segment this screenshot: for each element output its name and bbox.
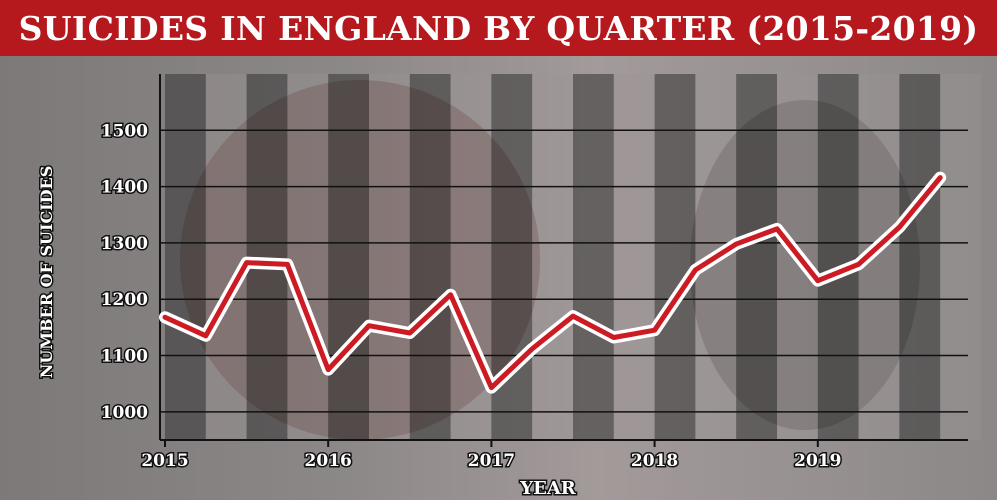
band-dark xyxy=(328,74,369,440)
column-bands xyxy=(165,74,981,440)
data-point xyxy=(203,333,208,338)
chart-title: SUICIDES IN ENGLAND BY QUARTER (2015-201… xyxy=(18,8,979,48)
band-dark xyxy=(817,74,859,440)
data-point xyxy=(897,225,902,230)
x-tick-labels: 2015 2016 2017 2018 2019 xyxy=(140,450,843,473)
title-bar: SUICIDES IN ENGLAND BY QUARTER (2015-201… xyxy=(0,0,997,56)
data-point xyxy=(693,267,698,272)
x-tick-label: 2015 xyxy=(141,451,188,471)
y-tick-label: 1200 xyxy=(101,290,148,310)
data-point xyxy=(326,367,331,372)
band-dark xyxy=(654,74,696,440)
data-point xyxy=(489,385,494,390)
axes xyxy=(159,74,968,447)
x-tick-label: 2019 xyxy=(794,451,841,471)
band-light xyxy=(369,74,410,440)
band-light xyxy=(940,74,981,440)
data-point xyxy=(938,175,943,180)
gridlines xyxy=(160,129,968,413)
band-light xyxy=(613,74,655,440)
x-tick-label: 2016 xyxy=(305,451,352,471)
data-point xyxy=(856,262,861,267)
band-dark xyxy=(736,74,777,440)
band-light xyxy=(532,74,573,440)
data-point xyxy=(367,323,371,328)
data-point xyxy=(775,226,779,231)
x-axis-label: YEAR xyxy=(519,478,577,499)
series-line xyxy=(162,175,943,391)
band-dark xyxy=(573,74,614,440)
data-point xyxy=(652,328,657,333)
data-point xyxy=(530,346,535,351)
data-point xyxy=(244,260,249,265)
data-point xyxy=(571,314,575,319)
data-point xyxy=(407,331,412,336)
y-tick-label: 1400 xyxy=(101,178,148,198)
y-tick-label: 1300 xyxy=(101,234,148,254)
y-tick-label: 1000 xyxy=(101,403,148,423)
data-point xyxy=(285,262,290,267)
data-point xyxy=(815,278,820,283)
y-tick-label: 1100 xyxy=(101,347,148,367)
band-dark xyxy=(165,74,206,440)
data-point xyxy=(163,315,167,320)
band-light xyxy=(287,74,329,440)
x-tick-label: 2017 xyxy=(468,451,515,471)
data-point xyxy=(448,292,453,297)
y-axis-label: NUMBER OF SUICIDES xyxy=(37,166,56,379)
band-dark xyxy=(409,74,451,440)
data-point xyxy=(611,335,616,340)
y-tick-label: 1500 xyxy=(101,121,148,141)
series-layer xyxy=(159,171,947,394)
band-dark xyxy=(899,74,941,440)
band-light xyxy=(205,74,247,440)
x-tick-label: 2018 xyxy=(631,451,678,471)
data-point xyxy=(734,242,739,247)
y-tick-labels: 1000 1100 1200 1300 1400 1500 xyxy=(99,120,149,425)
